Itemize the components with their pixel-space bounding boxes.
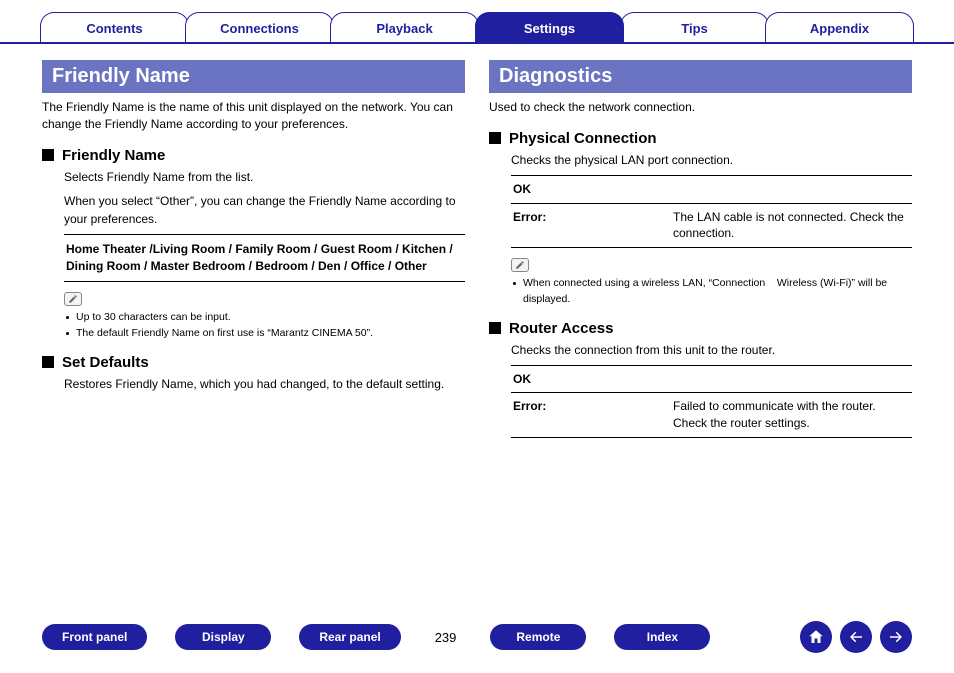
pencil-note-icon (64, 292, 82, 306)
subhead-friendly-name-label: Friendly Name (62, 147, 165, 164)
set-defaults-desc: Restores Friendly Name, which you had ch… (64, 375, 465, 393)
router-access-body: Checks the connection from this unit to … (489, 341, 912, 438)
rear-panel-button[interactable]: Rear panel (299, 624, 400, 650)
status-value: Failed to communicate with the router. C… (673, 398, 910, 432)
physical-connection-desc: Checks the physical LAN port connection. (511, 151, 912, 169)
status-value (673, 371, 910, 388)
status-label: Error: (513, 209, 673, 243)
status-label: OK (513, 371, 673, 388)
note-item: Up to 30 characters can be input. (66, 310, 465, 326)
set-defaults-body: Restores Friendly Name, which you had ch… (42, 375, 465, 393)
pencil-note-icon (511, 258, 529, 272)
subhead-friendly-name: Friendly Name (42, 147, 465, 164)
tab-tips[interactable]: Tips (620, 12, 769, 42)
status-row-error: Error: Failed to communicate with the ro… (511, 393, 912, 438)
tab-playback[interactable]: Playback (330, 12, 479, 42)
top-tab-bar: Contents Connections Playback Settings T… (0, 0, 954, 44)
status-row-ok: OK (511, 365, 912, 394)
status-row-error: Error: The LAN cable is not connected. C… (511, 204, 912, 249)
main-content: Friendly Name The Friendly Name is the n… (0, 44, 954, 438)
section-title-diagnostics: Diagnostics (489, 60, 912, 93)
friendly-name-desc1: Selects Friendly Name from the list. (64, 168, 465, 186)
index-button[interactable]: Index (614, 624, 710, 650)
physical-connection-body: Checks the physical LAN port connection.… (489, 151, 912, 308)
next-page-icon[interactable] (880, 621, 912, 653)
section-title-friendly-name: Friendly Name (42, 60, 465, 93)
square-bullet-icon (489, 322, 501, 334)
router-access-desc: Checks the connection from this unit to … (511, 341, 912, 359)
friendly-name-desc2: When you select “Other”, you can change … (64, 192, 465, 228)
prev-page-icon[interactable] (840, 621, 872, 653)
subhead-physical-connection-label: Physical Connection (509, 130, 657, 147)
friendly-name-body: Selects Friendly Name from the list. Whe… (42, 168, 465, 342)
status-row-ok: OK (511, 175, 912, 204)
subhead-router-access: Router Access (489, 320, 912, 337)
tab-connections[interactable]: Connections (185, 12, 334, 42)
bottom-nav-bar: Front panel Display Rear panel 239 Remot… (0, 621, 954, 653)
status-value (673, 181, 910, 198)
friendly-name-intro: The Friendly Name is the name of this un… (42, 99, 465, 133)
status-label: Error: (513, 398, 673, 432)
subhead-set-defaults: Set Defaults (42, 354, 465, 371)
tab-settings[interactable]: Settings (475, 12, 624, 42)
friendly-name-options: Home Theater /Living Room / Family Room … (64, 234, 465, 283)
subhead-physical-connection: Physical Connection (489, 130, 912, 147)
tab-appendix[interactable]: Appendix (765, 12, 914, 42)
home-icon[interactable] (800, 621, 832, 653)
tab-contents[interactable]: Contents (40, 12, 189, 42)
remote-button[interactable]: Remote (490, 624, 586, 650)
square-bullet-icon (42, 149, 54, 161)
subhead-set-defaults-label: Set Defaults (62, 354, 149, 371)
front-panel-button[interactable]: Front panel (42, 624, 147, 650)
display-button[interactable]: Display (175, 624, 271, 650)
page-number: 239 (429, 630, 463, 645)
subhead-router-access-label: Router Access (509, 320, 614, 337)
nav-icon-group (800, 621, 912, 653)
square-bullet-icon (42, 356, 54, 368)
right-column: Diagnostics Used to check the network co… (489, 60, 912, 438)
diagnostics-intro: Used to check the network connection. (489, 99, 912, 116)
note-item: The default Friendly Name on first use i… (66, 326, 465, 342)
status-value: The LAN cable is not connected. Check th… (673, 209, 910, 243)
square-bullet-icon (489, 132, 501, 144)
status-label: OK (513, 181, 673, 198)
left-column: Friendly Name The Friendly Name is the n… (42, 60, 465, 438)
note-item: When connected using a wireless LAN, “Co… (513, 276, 912, 308)
physical-connection-notes: When connected using a wireless LAN, “Co… (511, 276, 912, 308)
friendly-name-notes: Up to 30 characters can be input. The de… (64, 310, 465, 342)
